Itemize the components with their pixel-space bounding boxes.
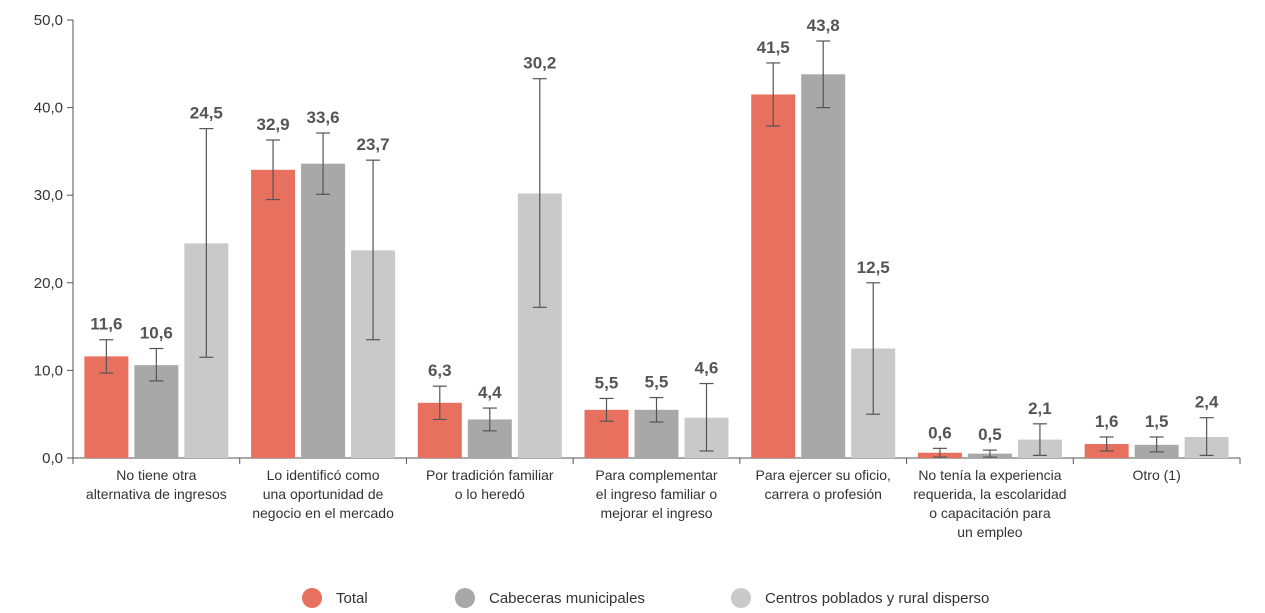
y-tick-label: 10,0 <box>34 362 63 379</box>
data-label: 41,5 <box>757 38 790 57</box>
data-label: 1,5 <box>1145 412 1169 431</box>
data-label: 11,6 <box>90 315 122 334</box>
data-label: 6,3 <box>428 361 452 380</box>
data-label: 32,9 <box>257 115 290 134</box>
bar <box>251 169 296 458</box>
legend-label-cabeceras: Cabeceras municipales <box>489 589 645 607</box>
data-label: 2,4 <box>1195 393 1219 412</box>
y-tick-label: 20,0 <box>34 275 63 292</box>
data-label: 5,5 <box>595 373 619 392</box>
x-category-label: Para complementar el ingreso familiar o me… <box>595 467 718 521</box>
chart-area: 0,0 10,0 20,0 30,0 40,0 50,0 11,6 10,6 24,5 No ti… <box>34 12 1241 540</box>
x-category-label: Lo identificó como una oportunidad de nego… <box>252 467 394 521</box>
x-category-label: No tiene otra alternativa de ingresos <box>86 467 227 502</box>
legend-item-cabeceras: Cabeceras municipales <box>455 588 645 608</box>
data-label: 43,8 <box>807 16 840 35</box>
x-category-label: Para ejercer su oficio, carrera o profesi… <box>756 467 891 502</box>
bar <box>301 163 346 458</box>
y-tick-label: 50,0 <box>34 12 63 29</box>
data-label: 30,2 <box>523 54 556 73</box>
data-label: 2,1 <box>1028 399 1052 418</box>
legend-label-total: Total <box>336 589 368 607</box>
data-label: 10,6 <box>140 324 173 343</box>
data-label: 0,6 <box>928 423 952 442</box>
data-label: 24,5 <box>190 104 223 123</box>
data-label: 12,5 <box>857 258 890 277</box>
x-category-label: Por tradición familiar o lo heredó <box>426 467 554 502</box>
bar <box>751 94 796 459</box>
bar <box>801 74 846 458</box>
data-label: 4,4 <box>478 383 502 402</box>
legend-swatch-cabeceras <box>455 588 475 608</box>
data-label: 4,6 <box>695 359 719 378</box>
y-tick-label: 40,0 <box>34 100 63 117</box>
data-label: 5,5 <box>645 373 669 392</box>
data-label: 0,5 <box>978 425 1002 444</box>
legend-item-total: Total <box>302 588 368 608</box>
data-label: 1,6 <box>1095 412 1119 431</box>
legend-swatch-total <box>302 588 322 608</box>
x-category-label: Otro (1) <box>1133 467 1181 483</box>
y-tick-label: 30,0 <box>34 187 63 204</box>
legend-item-centros: Centros poblados y rural disperso <box>731 588 989 608</box>
legend-swatch-centros <box>731 588 751 608</box>
legend-label-centros: Centros poblados y rural disperso <box>765 589 990 607</box>
data-label: 33,6 <box>307 108 340 127</box>
data-label: 23,7 <box>357 135 390 154</box>
x-category-label: No tenía la experiencia requerida, la esc… <box>913 467 1066 540</box>
legend: Total Cabeceras municipales Centros pobl… <box>0 588 1265 612</box>
y-tick-label: 0,0 <box>42 450 63 467</box>
